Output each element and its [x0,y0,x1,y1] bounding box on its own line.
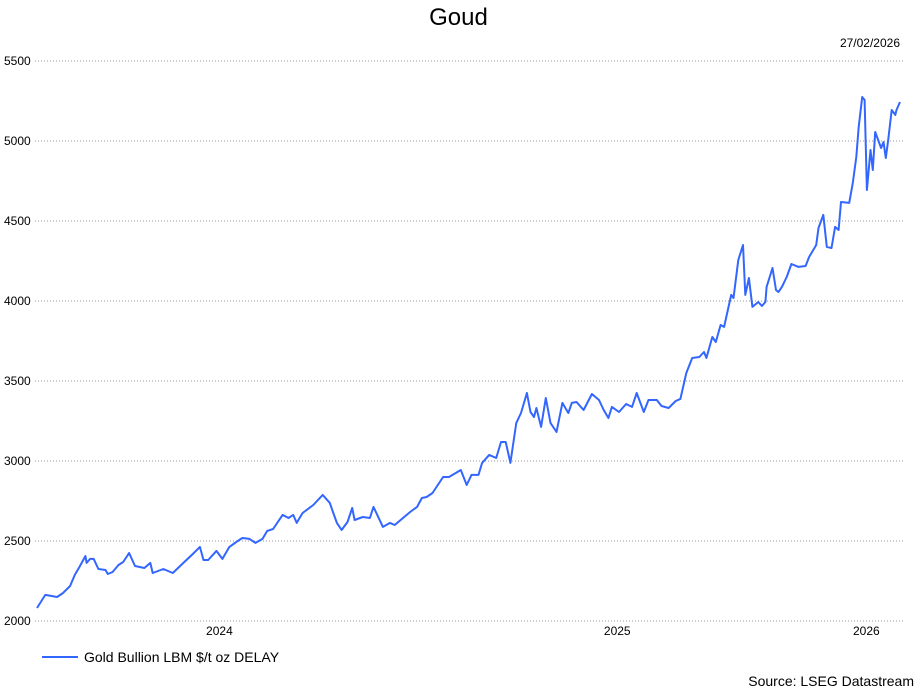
y-tick-label: 5500 [4,54,31,68]
y-tick-label: 2000 [4,614,31,628]
y-tick-label: 4000 [4,294,31,308]
legend: Gold Bullion LBM $/t oz DELAY [42,649,279,665]
legend-label: Gold Bullion LBM $/t oz DELAY [84,649,280,665]
y-tick-label: 4500 [4,214,31,228]
x-tick-label: 2024 [206,624,233,638]
chart-title: Goud [429,4,488,31]
series-line-gold-bullion [36,96,901,609]
y-tick-label: 5000 [4,134,31,148]
legend-swatch [42,656,78,658]
x-tick-label: 2025 [604,624,631,638]
source-label: Source: LSEG Datastream [748,673,914,689]
y-tick-label: 2500 [4,534,31,548]
x-tick-label: 2026 [853,624,880,638]
date-label: 27/02/2026 [839,36,900,50]
y-tick-label: 3500 [4,374,31,388]
y-tick-label: 3000 [4,454,31,468]
